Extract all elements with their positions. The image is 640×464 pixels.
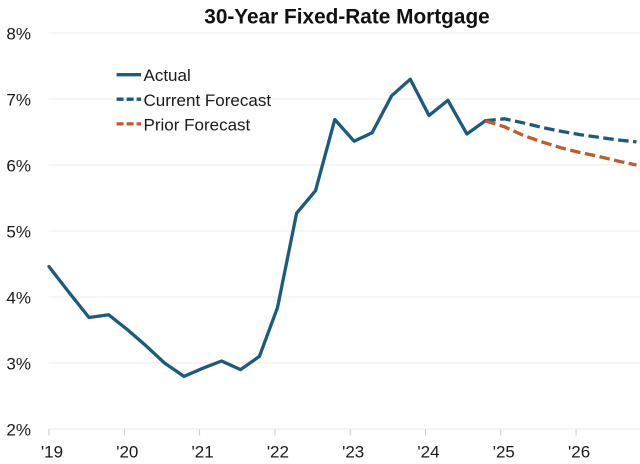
svg-text:Actual: Actual <box>144 66 191 85</box>
svg-text:'24: '24 <box>417 442 439 461</box>
svg-text:'19: '19 <box>41 442 63 461</box>
svg-text:30-Year Fixed-Rate Mortgage: 30-Year Fixed-Rate Mortgage <box>204 5 489 28</box>
svg-text:4%: 4% <box>6 288 31 307</box>
svg-text:'21: '21 <box>192 442 214 461</box>
svg-text:'22: '22 <box>267 442 289 461</box>
svg-text:8%: 8% <box>6 24 31 43</box>
svg-text:'25: '25 <box>493 442 515 461</box>
svg-text:'23: '23 <box>342 442 364 461</box>
svg-text:Prior Forecast: Prior Forecast <box>144 116 251 135</box>
svg-text:6%: 6% <box>6 156 31 175</box>
svg-text:Current Forecast: Current Forecast <box>144 91 272 110</box>
svg-text:2%: 2% <box>6 420 31 439</box>
svg-text:5%: 5% <box>6 222 31 241</box>
svg-text:'26: '26 <box>568 442 590 461</box>
svg-text:'20: '20 <box>116 442 138 461</box>
svg-text:7%: 7% <box>6 90 31 109</box>
svg-text:3%: 3% <box>6 354 31 373</box>
